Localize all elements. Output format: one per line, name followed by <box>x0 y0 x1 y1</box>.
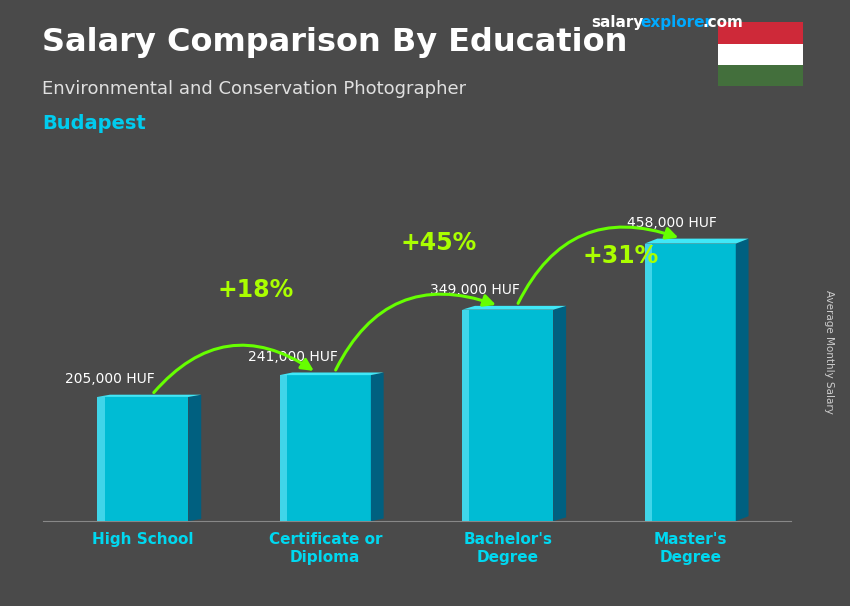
Text: Average Monthly Salary: Average Monthly Salary <box>824 290 834 413</box>
Polygon shape <box>97 397 189 521</box>
Text: +18%: +18% <box>218 278 294 302</box>
Polygon shape <box>644 244 652 521</box>
Polygon shape <box>462 306 566 310</box>
Bar <box>718 65 803 86</box>
Text: Environmental and Conservation Photographer: Environmental and Conservation Photograp… <box>42 80 467 98</box>
Polygon shape <box>280 375 287 521</box>
Polygon shape <box>97 397 105 521</box>
Polygon shape <box>280 375 371 521</box>
Polygon shape <box>189 395 201 521</box>
Polygon shape <box>280 373 383 375</box>
Polygon shape <box>97 395 201 397</box>
Polygon shape <box>736 239 749 521</box>
Text: Budapest: Budapest <box>42 114 146 133</box>
Bar <box>718 22 803 44</box>
Text: +31%: +31% <box>583 244 659 268</box>
Text: 349,000 HUF: 349,000 HUF <box>430 284 520 298</box>
Text: salary: salary <box>591 15 643 30</box>
Text: explorer: explorer <box>640 15 712 30</box>
Polygon shape <box>644 244 736 521</box>
Polygon shape <box>553 306 566 521</box>
Text: 205,000 HUF: 205,000 HUF <box>65 372 155 386</box>
Text: .com: .com <box>702 15 743 30</box>
Bar <box>718 44 803 65</box>
Polygon shape <box>462 310 553 521</box>
Polygon shape <box>462 310 469 521</box>
Text: +45%: +45% <box>400 231 477 255</box>
Text: 241,000 HUF: 241,000 HUF <box>247 350 337 364</box>
Polygon shape <box>371 373 383 521</box>
Polygon shape <box>644 239 749 244</box>
Text: 458,000 HUF: 458,000 HUF <box>627 216 717 230</box>
Text: Salary Comparison By Education: Salary Comparison By Education <box>42 27 628 58</box>
